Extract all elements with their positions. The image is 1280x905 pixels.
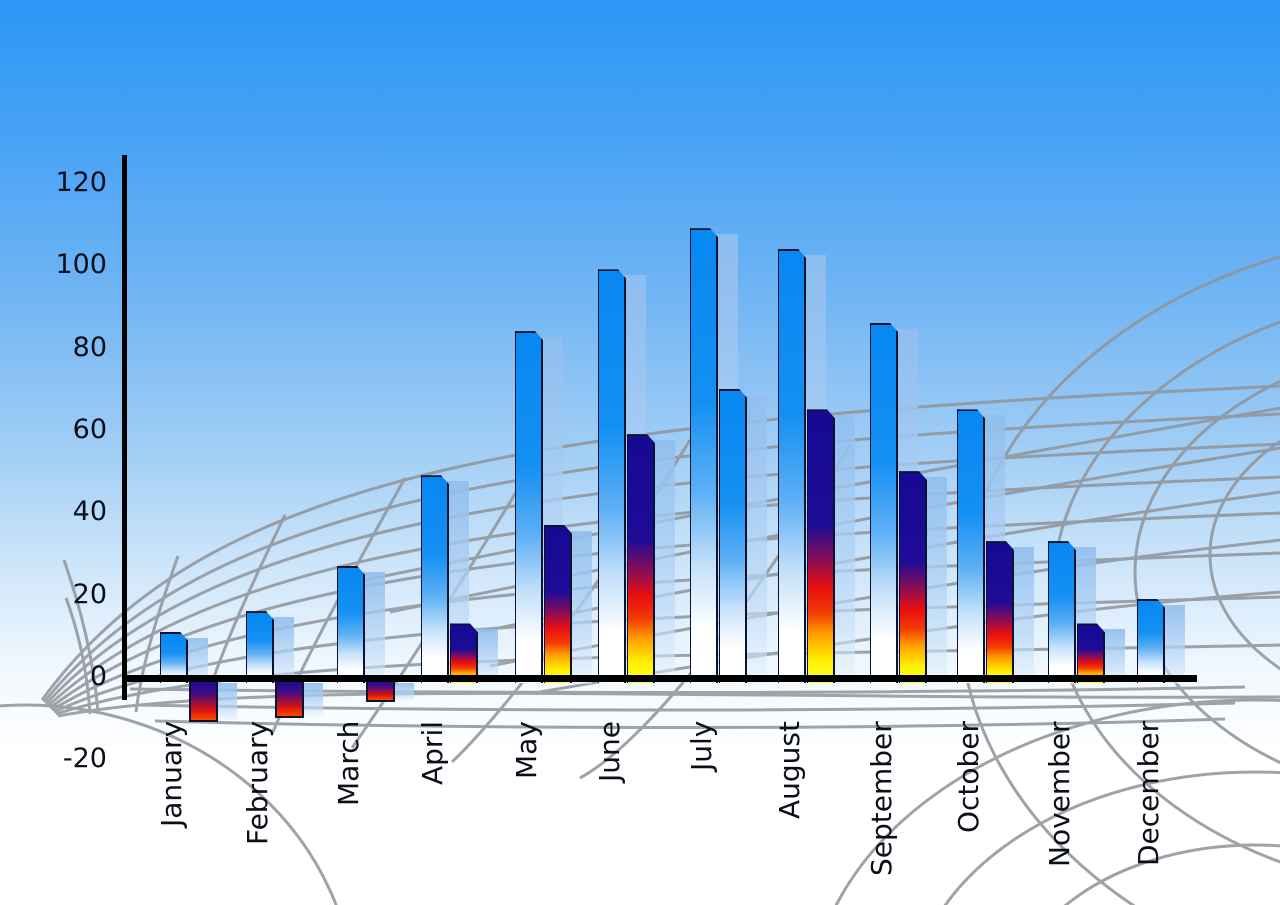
bar-accent-june <box>627 434 655 683</box>
bar2-echo-june <box>651 440 675 684</box>
bar-december <box>1137 599 1165 683</box>
bar2-echo-october <box>1010 547 1034 684</box>
y-tick-label: 80 <box>72 331 107 363</box>
x-month-label: December <box>1132 721 1165 867</box>
bar-accent-january <box>189 679 218 723</box>
bar-accent-april <box>450 623 478 683</box>
bar-accent-july <box>719 389 747 683</box>
bar-october <box>957 409 985 683</box>
bar-january <box>160 632 188 683</box>
bar-september <box>870 323 898 683</box>
bar2-echo-september <box>923 477 947 684</box>
bar-echo-december <box>1161 604 1185 684</box>
bar2-echo-may <box>568 530 592 684</box>
bar-accent-february <box>275 679 304 719</box>
y-tick-label: 40 <box>72 496 107 528</box>
bar-april <box>421 475 449 683</box>
bar-june <box>598 269 626 683</box>
x-month-label: June <box>593 721 626 782</box>
x-axis-baseline <box>122 675 1197 682</box>
bar-july <box>690 228 718 683</box>
x-month-label: March <box>332 721 365 807</box>
bar-march <box>337 566 365 683</box>
bar-accent-may <box>544 525 572 683</box>
bar2-echo-august <box>831 415 855 684</box>
bar2-echo-march <box>390 683 414 700</box>
bar-august <box>778 249 806 683</box>
bar-accent-march <box>366 679 395 702</box>
x-month-label: October <box>952 721 985 834</box>
y-tick-label: 120 <box>55 166 107 198</box>
bar-accent-september <box>899 471 927 683</box>
bar-echo-march <box>361 571 385 684</box>
y-tick-label: 100 <box>55 249 107 281</box>
x-month-label: April <box>416 721 449 785</box>
x-month-label: February <box>241 721 274 846</box>
y-axis-line <box>122 155 127 700</box>
x-month-label: July <box>685 721 718 772</box>
y-tick-label: 0 <box>89 661 107 692</box>
bar2-echo-november <box>1101 629 1125 684</box>
x-month-label: November <box>1043 721 1076 867</box>
bar-november <box>1048 541 1076 683</box>
y-tick-label: 60 <box>72 413 107 445</box>
bar-accent-august <box>807 409 835 683</box>
bar-accent-october <box>986 541 1014 683</box>
y-tick-label: -20 <box>62 743 107 775</box>
y-tick-label: 20 <box>72 578 107 610</box>
bar-may <box>515 331 543 683</box>
bar2-echo-july <box>743 394 767 684</box>
x-month-label: January <box>155 721 188 828</box>
bar-february <box>246 611 274 683</box>
x-month-label: August <box>773 721 806 819</box>
bar-echo-february <box>270 617 294 684</box>
x-month-label: September <box>865 721 898 876</box>
bar2-echo-april <box>474 629 498 684</box>
bar-accent-november <box>1077 623 1105 683</box>
x-month-label: May <box>510 721 543 779</box>
